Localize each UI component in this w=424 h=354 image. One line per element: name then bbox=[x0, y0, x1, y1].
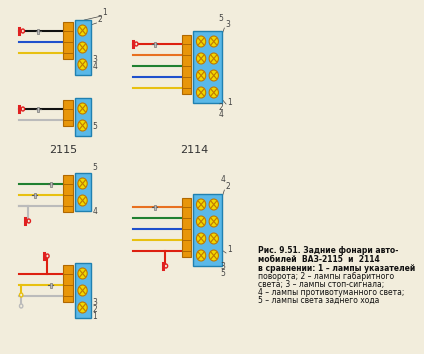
Circle shape bbox=[20, 293, 23, 297]
Text: 2115: 2115 bbox=[50, 145, 78, 155]
Circle shape bbox=[21, 29, 25, 33]
Text: 4: 4 bbox=[220, 175, 225, 184]
Circle shape bbox=[134, 42, 138, 46]
Text: в сравнении: 1 – лампы указателей: в сравнении: 1 – лампы указателей bbox=[258, 264, 416, 273]
Circle shape bbox=[164, 264, 167, 268]
Text: 2: 2 bbox=[98, 15, 102, 24]
Circle shape bbox=[27, 219, 31, 223]
Circle shape bbox=[46, 254, 49, 258]
Text: 3: 3 bbox=[92, 298, 97, 307]
Circle shape bbox=[196, 233, 206, 244]
Text: 1: 1 bbox=[92, 312, 97, 321]
Bar bbox=[64, 265, 73, 302]
Bar bbox=[50, 182, 52, 187]
Text: 5: 5 bbox=[218, 14, 223, 23]
Text: 3: 3 bbox=[92, 55, 97, 64]
Bar bbox=[75, 20, 91, 75]
Circle shape bbox=[196, 216, 206, 227]
Circle shape bbox=[78, 59, 87, 70]
Text: Рис. 9.51. Задние фонари авто-: Рис. 9.51. Задние фонари авто- bbox=[258, 246, 399, 255]
Circle shape bbox=[78, 268, 87, 279]
Circle shape bbox=[78, 103, 87, 114]
Circle shape bbox=[196, 53, 206, 64]
Text: 2: 2 bbox=[225, 182, 230, 191]
Bar bbox=[50, 282, 52, 287]
Circle shape bbox=[209, 53, 218, 64]
Text: 1: 1 bbox=[227, 98, 232, 107]
Text: 4: 4 bbox=[218, 110, 223, 119]
Bar bbox=[75, 263, 91, 318]
Text: мобилей  ВАЗ-2115  и  2114: мобилей ВАЗ-2115 и 2114 bbox=[258, 255, 380, 264]
Circle shape bbox=[78, 25, 87, 36]
Circle shape bbox=[21, 107, 25, 111]
Bar bbox=[37, 29, 39, 34]
Text: 5: 5 bbox=[92, 122, 97, 131]
Bar bbox=[75, 173, 91, 211]
Text: 5: 5 bbox=[92, 163, 97, 172]
Text: 3: 3 bbox=[225, 20, 230, 29]
Bar bbox=[64, 22, 73, 59]
Bar bbox=[193, 31, 222, 103]
Bar bbox=[193, 194, 222, 266]
Text: света; 3 – лампы стоп-сигнала;: света; 3 – лампы стоп-сигнала; bbox=[258, 280, 385, 289]
Circle shape bbox=[78, 302, 87, 313]
Circle shape bbox=[196, 250, 206, 261]
Circle shape bbox=[209, 199, 218, 210]
Bar bbox=[75, 98, 91, 136]
Bar bbox=[182, 35, 191, 94]
Circle shape bbox=[20, 304, 23, 308]
Bar bbox=[154, 41, 156, 46]
Bar bbox=[182, 198, 191, 257]
Text: 1: 1 bbox=[227, 245, 232, 254]
Text: 2: 2 bbox=[92, 305, 97, 314]
Bar bbox=[37, 107, 39, 112]
Circle shape bbox=[196, 70, 206, 81]
Circle shape bbox=[209, 216, 218, 227]
Circle shape bbox=[209, 250, 218, 261]
Circle shape bbox=[209, 36, 218, 47]
Circle shape bbox=[209, 87, 218, 98]
Bar bbox=[154, 205, 156, 210]
Circle shape bbox=[209, 70, 218, 81]
Circle shape bbox=[78, 42, 87, 53]
Text: 2114: 2114 bbox=[181, 145, 209, 155]
Circle shape bbox=[196, 87, 206, 98]
Circle shape bbox=[196, 36, 206, 47]
Text: 1: 1 bbox=[103, 8, 107, 17]
Bar bbox=[64, 175, 73, 212]
Circle shape bbox=[78, 120, 87, 131]
Text: 5: 5 bbox=[220, 269, 225, 278]
Text: 4: 4 bbox=[92, 62, 97, 71]
Text: 3: 3 bbox=[220, 262, 225, 271]
Circle shape bbox=[196, 199, 206, 210]
Bar bbox=[64, 100, 73, 126]
Text: 4 – лампы противотуманного света;: 4 – лампы противотуманного света; bbox=[258, 288, 404, 297]
Bar bbox=[34, 193, 36, 198]
Text: поворота; 2 – лампы габаритного: поворота; 2 – лампы габаритного bbox=[258, 272, 394, 281]
Circle shape bbox=[78, 195, 87, 206]
Text: 2: 2 bbox=[218, 103, 223, 112]
Text: 4: 4 bbox=[92, 207, 97, 216]
Circle shape bbox=[209, 233, 218, 244]
Circle shape bbox=[78, 285, 87, 296]
Circle shape bbox=[78, 178, 87, 189]
Text: 5 – лампы света заднего хода: 5 – лампы света заднего хода bbox=[258, 296, 379, 305]
